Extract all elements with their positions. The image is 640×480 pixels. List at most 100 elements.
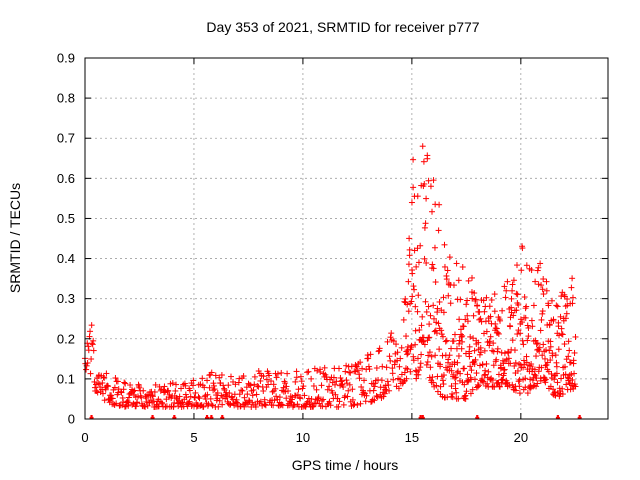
data-point <box>434 388 441 395</box>
data-point <box>439 333 446 340</box>
data-point <box>519 319 526 326</box>
data-point <box>410 357 417 364</box>
data-point <box>227 401 234 408</box>
data-point <box>518 267 525 274</box>
data-point <box>196 395 203 402</box>
data-point <box>572 383 579 390</box>
data-point <box>455 353 462 360</box>
data-point <box>490 340 497 347</box>
data-point <box>509 381 516 388</box>
data-point <box>464 312 471 319</box>
data-point <box>211 386 218 393</box>
data-point <box>491 383 498 390</box>
data-point <box>151 389 158 396</box>
data-point <box>513 307 520 314</box>
data-point <box>540 291 547 298</box>
data-point <box>241 394 248 401</box>
data-point <box>218 372 225 379</box>
data-point <box>438 327 445 334</box>
data-point <box>477 349 484 356</box>
data-point <box>494 345 501 352</box>
y-tick-label: 0.8 <box>57 91 75 106</box>
data-point <box>204 377 211 384</box>
data-point <box>252 403 259 410</box>
data-point <box>324 386 331 393</box>
x-tick-label: 20 <box>514 430 528 445</box>
data-point <box>221 385 228 392</box>
data-point <box>401 369 408 376</box>
data-point <box>340 401 347 408</box>
data-point <box>199 375 206 382</box>
data-point <box>506 382 513 389</box>
data-point <box>471 347 478 354</box>
data-point <box>267 378 274 385</box>
data-point <box>320 396 327 403</box>
data-point <box>343 377 350 384</box>
data-point <box>274 370 281 377</box>
data-point <box>516 390 523 397</box>
data-point <box>440 372 447 379</box>
data-point <box>292 378 299 385</box>
data-point <box>487 376 494 383</box>
data-point <box>426 349 433 356</box>
x-tick-label: 0 <box>81 430 88 445</box>
data-point <box>530 302 537 309</box>
data-point <box>555 323 562 330</box>
data-point <box>216 397 223 404</box>
data-point <box>343 362 350 369</box>
data-point <box>340 383 347 390</box>
data-point <box>256 400 263 407</box>
data-point <box>192 389 199 396</box>
data-point <box>566 347 573 354</box>
data-point <box>512 387 519 394</box>
data-point <box>550 317 557 324</box>
data-point <box>396 363 403 370</box>
data-point <box>401 298 408 305</box>
data-point <box>125 399 132 406</box>
data-point <box>569 376 576 383</box>
data-point <box>380 393 387 400</box>
data-point <box>440 294 447 301</box>
data-point <box>315 395 322 402</box>
data-point <box>471 376 478 383</box>
data-point <box>415 292 422 299</box>
data-point <box>315 394 322 401</box>
data-point <box>430 177 437 184</box>
data-point <box>220 382 227 389</box>
data-point <box>371 397 378 404</box>
data-point <box>569 294 576 301</box>
data-point <box>182 382 189 389</box>
data-point <box>305 368 312 375</box>
data-point <box>487 313 494 320</box>
y-tick-label: 0.5 <box>57 211 75 226</box>
data-point <box>172 387 179 394</box>
data-point <box>520 341 527 348</box>
data-point <box>363 392 370 399</box>
data-point <box>416 326 423 333</box>
data-point <box>477 315 484 322</box>
data-point <box>127 382 134 389</box>
data-point <box>538 364 545 371</box>
data-point <box>539 286 546 293</box>
data-point <box>169 380 176 387</box>
data-point <box>202 396 209 403</box>
data-point <box>549 350 556 357</box>
data-point <box>263 376 270 383</box>
y-tick-label: 0.4 <box>57 251 75 266</box>
data-point <box>372 380 379 387</box>
data-point <box>558 330 565 337</box>
zero-value-point <box>555 415 560 420</box>
data-point <box>509 337 516 344</box>
data-point <box>223 393 230 400</box>
data-point <box>470 335 477 342</box>
data-point <box>548 297 555 304</box>
data-point <box>384 338 391 345</box>
data-point <box>347 369 354 376</box>
data-point <box>476 362 483 369</box>
data-point <box>99 390 106 397</box>
data-point <box>225 382 232 389</box>
data-point <box>435 227 442 234</box>
data-point <box>445 292 452 299</box>
data-point <box>457 326 464 333</box>
data-point <box>545 302 552 309</box>
